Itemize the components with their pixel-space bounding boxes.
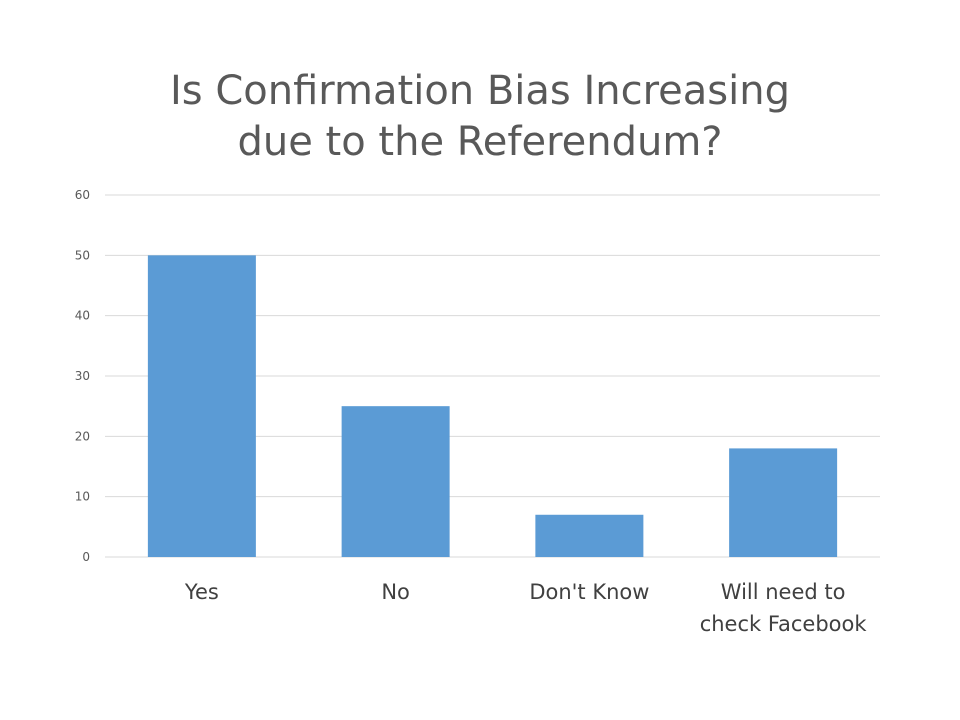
y-tick-label-50: 50: [75, 248, 90, 262]
bar-1: [341, 406, 450, 557]
x-category-label-line: No: [381, 580, 410, 604]
bar-0: [147, 255, 256, 558]
x-category-label-line: Yes: [184, 580, 219, 604]
x-category-label-line: check Facebook: [700, 612, 868, 636]
chart-title-line-1: Is Confirmation Bias Increasing: [170, 68, 790, 114]
x-category-label-line: Don't Know: [529, 580, 649, 604]
y-tick-label-0: 0: [82, 550, 90, 564]
y-tick-label-30: 30: [75, 369, 90, 383]
bar-3: [729, 448, 838, 557]
y-tick-label-60: 60: [75, 188, 90, 202]
x-category-label-line: Will need to: [721, 580, 846, 604]
x-category-label-0: Yes: [184, 580, 219, 604]
bar-2: [535, 514, 644, 557]
y-tick-label-40: 40: [75, 309, 90, 323]
chart-title: Is Confirmation Bias Increasing due to t…: [80, 66, 880, 168]
x-category-label-1: No: [381, 580, 410, 604]
y-tick-label-10: 10: [75, 490, 90, 504]
chart-title-line-2: due to the Referendum?: [237, 119, 723, 165]
x-category-label-3: Will need to check Facebook: [700, 580, 868, 636]
y-tick-label-20: 20: [75, 429, 90, 443]
x-category-label-2: Don't Know: [529, 580, 649, 604]
